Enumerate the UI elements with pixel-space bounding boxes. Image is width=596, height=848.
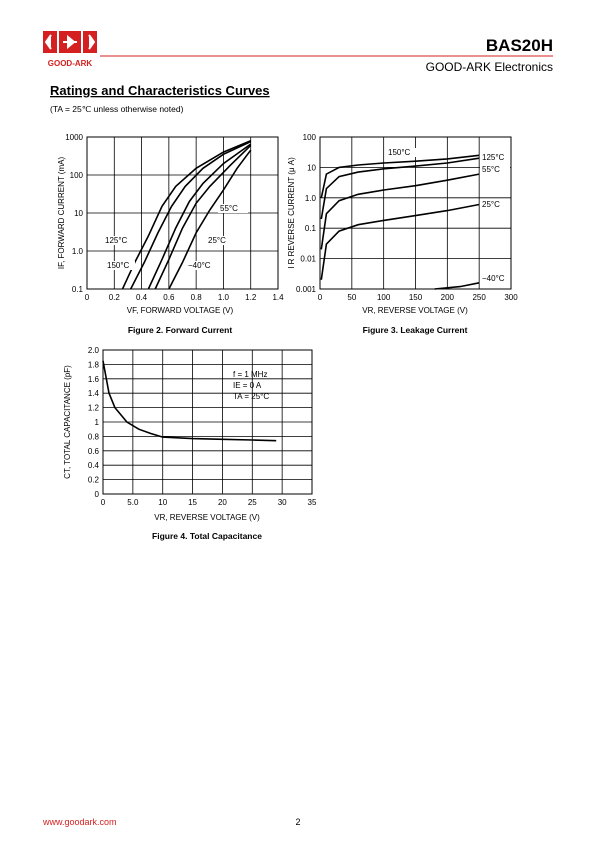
x-tick-label: 1.4	[272, 293, 284, 302]
y-tick-label: 1.2	[88, 404, 100, 413]
page-number: 2	[295, 817, 300, 827]
series-line	[154, 144, 252, 290]
x-tick-label: 0.8	[191, 293, 203, 302]
annotation: IE = 0 A	[233, 381, 262, 390]
x-axis-label: VF, FORWARD VOLTAGE (V)	[127, 306, 234, 315]
series-label-bg	[480, 165, 510, 174]
logo: GOOD-ARK	[43, 31, 97, 68]
x-axis-label: VR, REVERSE VOLTAGE (V)	[154, 513, 260, 522]
series-line	[434, 282, 480, 290]
y-axis-label: CT, TOTAL CAPACITANCE (pF)	[63, 365, 72, 479]
figure-caption: Figure 4. Total Capacitance	[152, 531, 262, 541]
series-label: 25°C	[482, 200, 500, 209]
x-tick-label: 150	[409, 293, 423, 302]
x-tick-label: 1.2	[245, 293, 257, 302]
y-tick-label: 1000	[65, 133, 83, 142]
x-tick-label: 250	[472, 293, 486, 302]
x-tick-label: 5.0	[127, 498, 139, 507]
series-line	[102, 360, 277, 442]
y-tick-label: 0.01	[300, 255, 316, 264]
x-tick-label: 0	[318, 293, 323, 302]
series-line	[320, 154, 480, 198]
series-label: 125°C	[105, 236, 128, 245]
series-label: −40°C	[188, 261, 211, 270]
y-tick-label: 10	[74, 209, 83, 218]
y-tick-label: 100	[303, 133, 317, 142]
x-tick-label: 0.6	[163, 293, 175, 302]
y-axis-label: IF, FORWARD CURRENT (mA)	[57, 157, 66, 270]
x-axis-label: VR, REVERSE VOLTAGE (V)	[362, 306, 468, 315]
x-tick-label: 30	[278, 498, 287, 507]
x-tick-label: 15	[188, 498, 197, 507]
x-tick-label: 300	[504, 293, 518, 302]
y-tick-label: 1.6	[88, 375, 100, 384]
series-label: 25°C	[208, 236, 226, 245]
series-line	[168, 149, 252, 290]
y-tick-label: 0.6	[88, 447, 100, 456]
series-label: 55°C	[482, 165, 500, 174]
series-label-bg	[105, 261, 135, 270]
y-tick-label: 0	[95, 490, 100, 499]
y-tick-label: 1.0	[305, 194, 317, 203]
y-tick-label: 2.0	[88, 346, 100, 355]
series-label: 150°C	[388, 148, 411, 157]
series-label: 125°C	[482, 153, 505, 162]
y-tick-label: 1.4	[88, 389, 100, 398]
series-label: 55°C	[220, 204, 238, 213]
y-tick-label: 0.2	[88, 476, 100, 485]
figure-caption: Figure 2. Forward Current	[128, 325, 233, 335]
company: GOOD-ARK Electronics	[426, 60, 553, 74]
x-tick-label: 50	[347, 293, 356, 302]
y-tick-label: 0.001	[296, 285, 317, 294]
series-label-bg	[386, 148, 416, 157]
y-tick-label: 0.8	[88, 432, 100, 441]
y-tick-label: 1.8	[88, 360, 100, 369]
x-tick-label: 10	[158, 498, 167, 507]
series-label-bg	[206, 236, 236, 245]
series-label-bg	[186, 261, 216, 270]
x-tick-label: 200	[441, 293, 455, 302]
series-label-bg	[103, 236, 133, 245]
annotation: TA = 25°C	[233, 392, 269, 401]
series-line	[320, 173, 480, 250]
figure-caption: Figure 3. Leakage Current	[363, 325, 468, 335]
series-line	[121, 139, 252, 290]
x-tick-label: 20	[218, 498, 227, 507]
x-tick-label: 25	[248, 498, 257, 507]
part-number: BAS20H	[486, 36, 553, 55]
y-axis-label: I R REVERSE CURRENT (μ A)	[287, 157, 296, 269]
x-tick-label: 1.0	[218, 293, 230, 302]
logo-text: GOOD-ARK	[48, 59, 93, 68]
y-tick-label: 0.1	[305, 224, 317, 233]
x-tick-label: 0.4	[136, 293, 148, 302]
series-label-bg	[480, 200, 510, 209]
series-label: −40°C	[482, 274, 505, 283]
series-line	[320, 157, 480, 220]
y-tick-label: 10	[307, 163, 316, 172]
note: (TA = 25℃ unless otherwise noted)	[50, 104, 184, 114]
x-tick-label: 0	[101, 498, 106, 507]
y-tick-label: 0.4	[88, 461, 100, 470]
series-label: 150°C	[107, 261, 130, 270]
x-tick-label: 0.2	[109, 293, 121, 302]
x-tick-label: 35	[308, 498, 317, 507]
x-tick-label: 0	[85, 293, 90, 302]
series-label-bg	[480, 153, 510, 162]
x-tick-label: 100	[377, 293, 391, 302]
series-label-bg	[218, 204, 248, 213]
y-tick-label: 100	[70, 171, 84, 180]
series-line	[320, 203, 480, 280]
footer-url: www.goodark.com	[42, 817, 117, 827]
y-tick-label: 1	[95, 418, 100, 427]
series-line	[147, 143, 252, 290]
y-tick-label: 0.1	[72, 285, 84, 294]
y-tick-label: 1.0	[72, 247, 84, 256]
section-title: Ratings and Characteristics Curves	[50, 83, 270, 98]
annotation: f = 1 MHz	[233, 370, 267, 379]
series-line	[129, 140, 252, 290]
series-label-bg	[480, 274, 510, 283]
